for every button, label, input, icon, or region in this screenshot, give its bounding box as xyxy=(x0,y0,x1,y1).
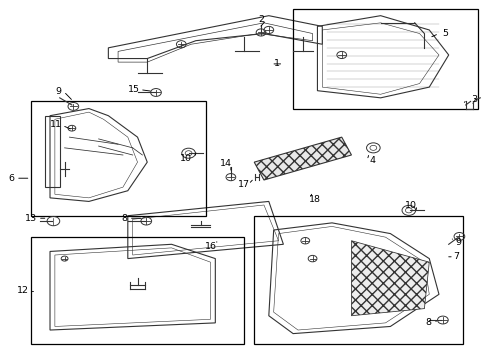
Text: 10: 10 xyxy=(180,154,192,163)
Text: 2: 2 xyxy=(258,15,264,24)
Text: 17: 17 xyxy=(237,180,249,189)
Bar xyxy=(30,237,244,344)
Bar xyxy=(30,102,205,216)
Text: 1: 1 xyxy=(273,59,280,68)
Text: 18: 18 xyxy=(308,195,320,204)
Text: 5: 5 xyxy=(441,29,447,38)
Bar xyxy=(254,216,462,344)
Text: 10: 10 xyxy=(405,201,416,210)
Text: 6: 6 xyxy=(8,174,14,183)
Polygon shape xyxy=(351,241,428,316)
Text: 13: 13 xyxy=(24,214,37,223)
Text: 14: 14 xyxy=(220,159,231,168)
Text: 9: 9 xyxy=(454,238,461,247)
Text: 3: 3 xyxy=(470,95,476,104)
Text: 11: 11 xyxy=(50,120,62,129)
Bar xyxy=(292,9,477,109)
Text: 4: 4 xyxy=(368,156,375,165)
Polygon shape xyxy=(254,137,351,180)
Text: 9: 9 xyxy=(56,87,61,96)
Text: 12: 12 xyxy=(17,286,29,295)
Text: 16: 16 xyxy=(204,242,216,251)
Text: 7: 7 xyxy=(452,252,458,261)
Text: 8: 8 xyxy=(121,214,127,223)
Text: 15: 15 xyxy=(127,85,140,94)
Text: 8: 8 xyxy=(425,318,430,327)
